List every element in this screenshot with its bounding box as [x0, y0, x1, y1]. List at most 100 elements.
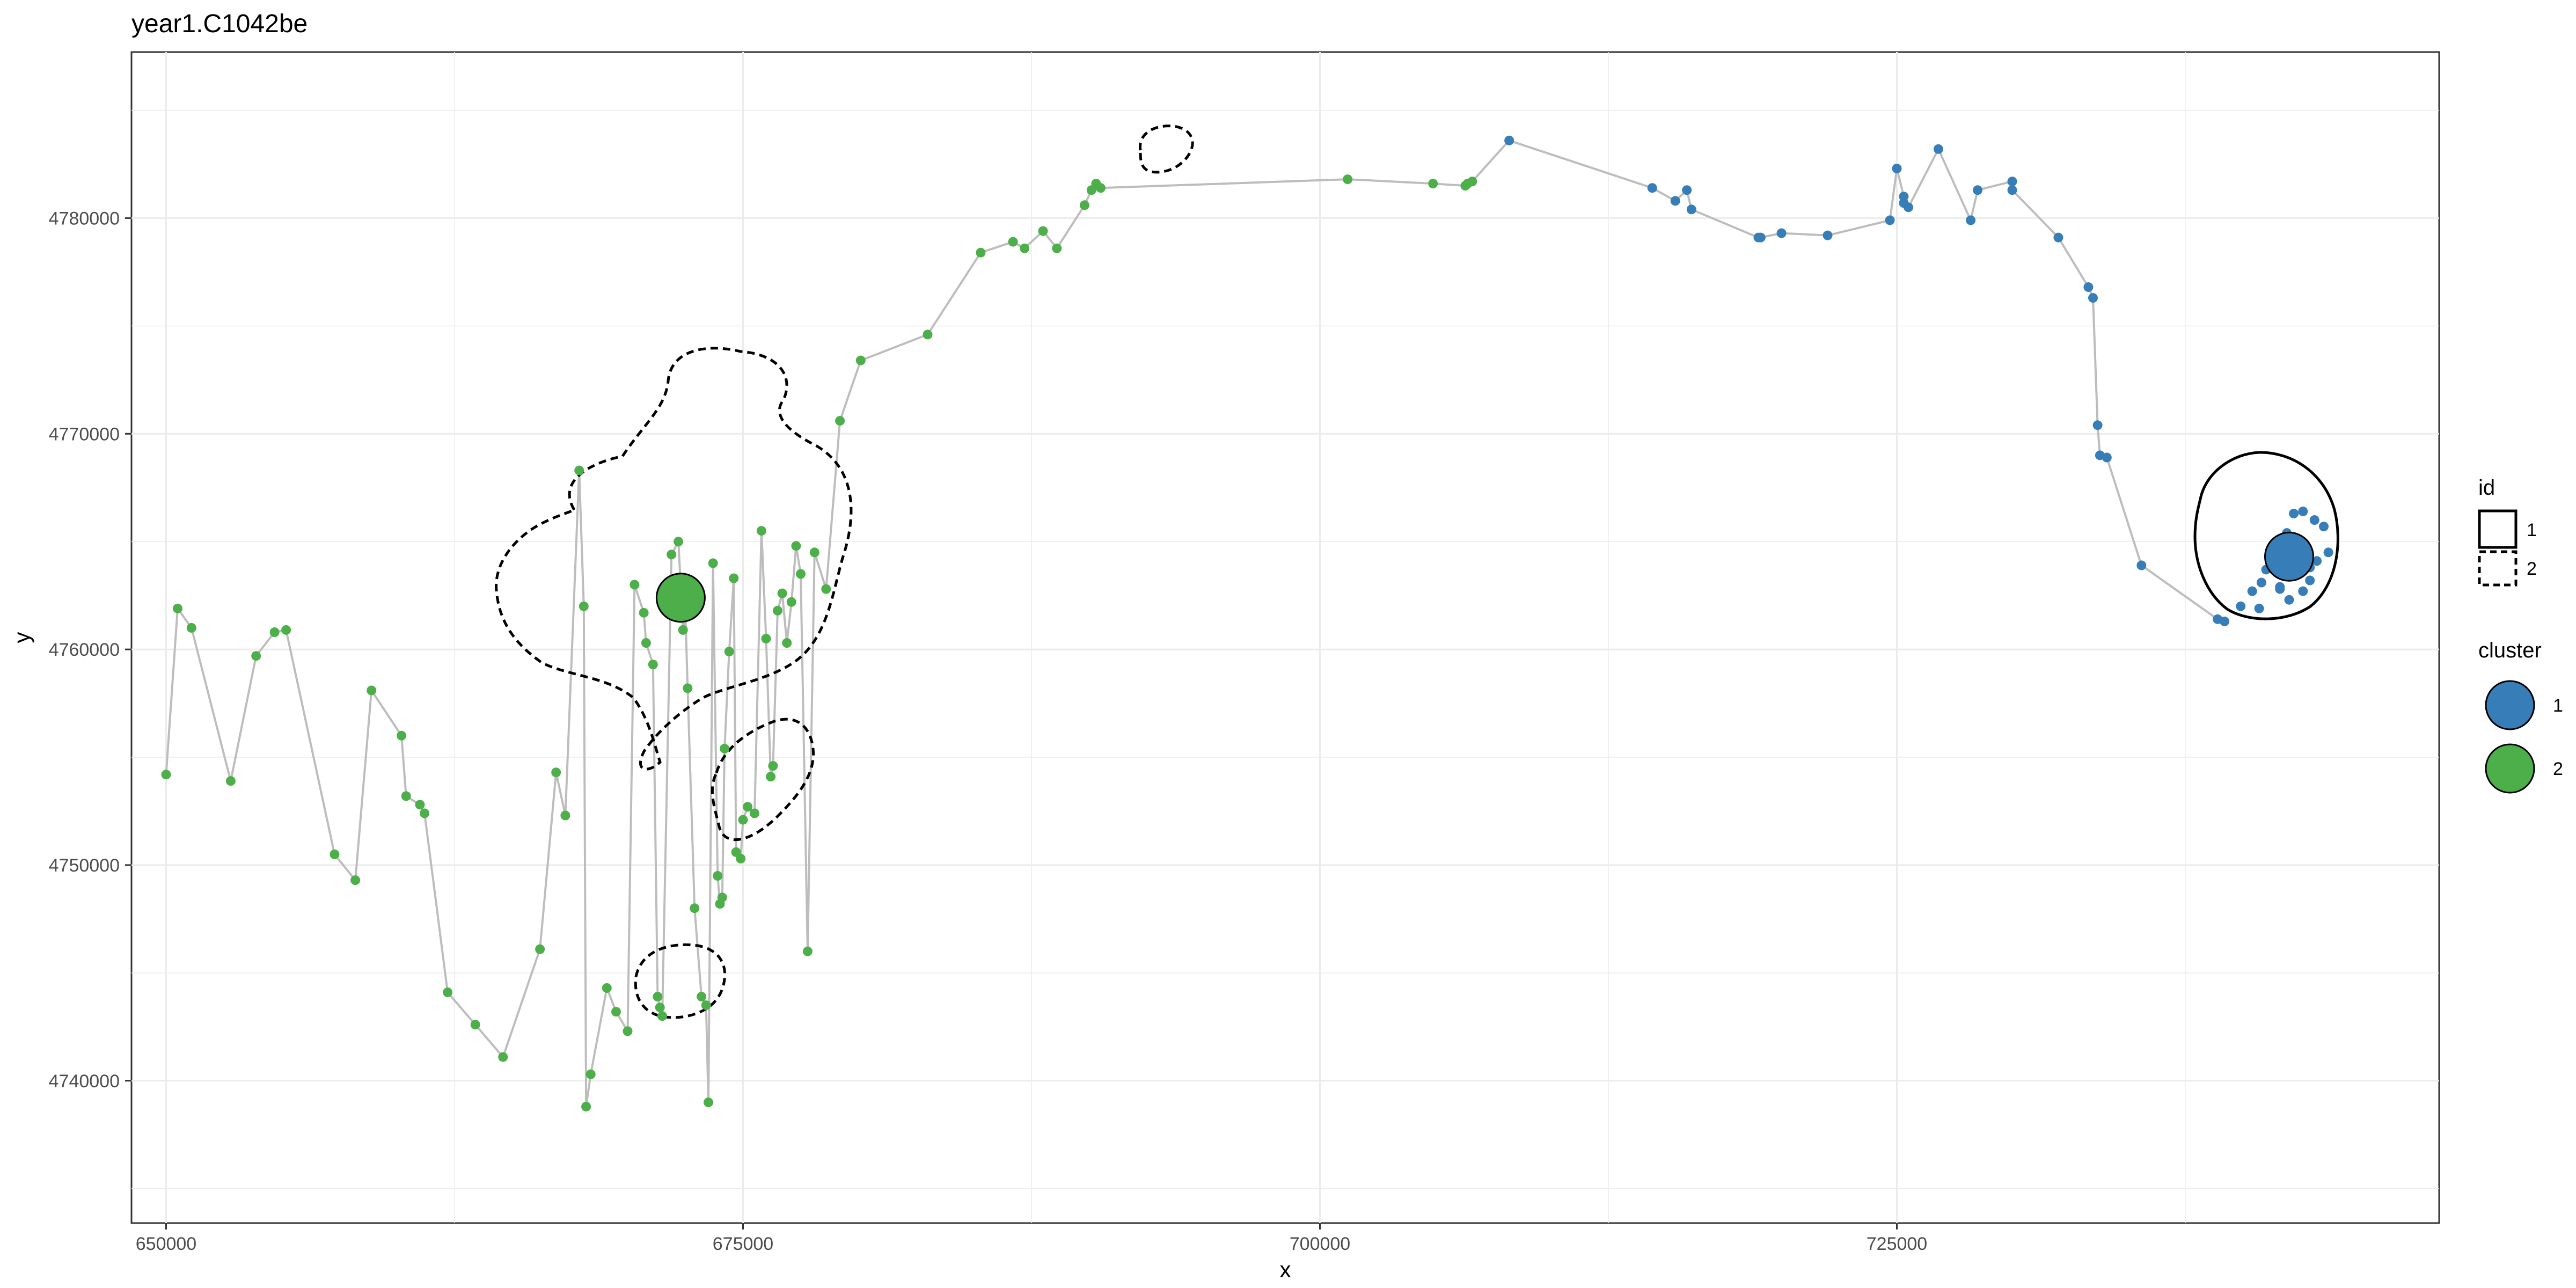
- data-point-cluster-2: [551, 767, 561, 778]
- data-point-cluster-2: [1038, 226, 1048, 236]
- data-point-cluster-2: [641, 638, 651, 648]
- y-tick-label: 4770000: [49, 424, 120, 444]
- data-point-cluster-1: [2247, 586, 2257, 596]
- data-point-cluster-2: [697, 992, 707, 1002]
- data-point-cluster-1: [1823, 230, 1833, 240]
- data-point-cluster-1: [1885, 215, 1895, 225]
- data-point-cluster-1: [2007, 177, 2017, 187]
- data-point-cluster-2: [639, 608, 649, 618]
- data-point-cluster-1: [1776, 228, 1787, 238]
- x-tick-label: 700000: [1290, 1234, 1350, 1254]
- data-point-cluster-2: [586, 1069, 596, 1079]
- data-point-cluster-2: [701, 1000, 711, 1011]
- grid-lines: [131, 52, 2439, 1223]
- y-tick-label: 4760000: [49, 640, 120, 660]
- data-point-cluster-2: [809, 547, 819, 558]
- data-point-cluster-2: [1096, 183, 1106, 193]
- contour-id2-lower: [634, 943, 727, 1019]
- data-point-cluster-2: [657, 1011, 667, 1021]
- data-point-cluster-2: [350, 875, 361, 885]
- y-tick-label: 4740000: [49, 1071, 120, 1092]
- data-point-cluster-2: [535, 944, 545, 954]
- x-axis-title: x: [1280, 1257, 1291, 1282]
- legend-key-cluster-1: [2485, 680, 2535, 730]
- data-point-cluster-2: [923, 330, 933, 340]
- data-point-cluster-2: [674, 537, 684, 547]
- data-point-cluster-2: [602, 983, 612, 993]
- legend-label-id-2: 2: [2527, 559, 2537, 579]
- data-point-cluster-2: [713, 871, 723, 881]
- data-point-cluster-2: [330, 849, 340, 859]
- data-point-cluster-1: [2284, 595, 2294, 605]
- data-point-cluster-2: [717, 892, 727, 903]
- data-point-cluster-1: [2309, 515, 2319, 525]
- data-point-cluster-1: [1755, 232, 1766, 243]
- data-point-cluster-1: [2007, 185, 2017, 195]
- data-point-cluster-2: [1467, 177, 1477, 187]
- data-point-cluster-2: [704, 1097, 713, 1107]
- data-point-cluster-2: [786, 597, 796, 607]
- data-point-cluster-2: [724, 647, 734, 657]
- y-tick-label: 4750000: [49, 855, 120, 876]
- data-point-cluster-2: [579, 601, 589, 611]
- data-point-cluster-1: [1966, 215, 1976, 225]
- data-point-cluster-2: [269, 627, 280, 637]
- data-point-cluster-2: [367, 685, 377, 696]
- data-point-cluster-2: [773, 605, 782, 616]
- data-point-cluster-2: [574, 465, 584, 475]
- data-point-cluster-2: [630, 580, 640, 590]
- legend-key-id-1: [2478, 509, 2518, 549]
- x-tick-label: 675000: [713, 1234, 773, 1254]
- data-point-cluster-2: [782, 638, 792, 648]
- data-point-cluster-1: [2289, 508, 2299, 518]
- data-point-cluster-2: [251, 651, 261, 661]
- data-point-cluster-2: [756, 526, 766, 536]
- plot-panel: [130, 51, 2440, 1224]
- data-point-cluster-2: [1428, 179, 1438, 189]
- data-point-cluster-2: [397, 730, 407, 741]
- data-point-cluster-2: [470, 1020, 480, 1030]
- centroid-cluster-2: [655, 573, 706, 623]
- legend-label-cluster-2: 2: [2553, 759, 2563, 779]
- data-point-cluster-2: [835, 416, 845, 426]
- data-point-cluster-2: [802, 946, 813, 956]
- data-point-cluster-2: [653, 992, 663, 1002]
- legend-key-id-2: [2478, 550, 2518, 587]
- data-point-cluster-1: [2088, 293, 2098, 303]
- y-axis-title: y: [9, 632, 34, 643]
- data-point-cluster-2: [1052, 243, 1062, 253]
- axes: 650000 675000 700000 725000 4740000 4750000 47…: [49, 208, 1928, 1254]
- data-point-cluster-1: [2220, 616, 2230, 626]
- kernel-contours: [495, 125, 2339, 1019]
- data-point-cluster-2: [1008, 237, 1018, 247]
- data-point-cluster-1: [2305, 575, 2315, 586]
- contour-id2-main: [495, 347, 853, 771]
- data-point-cluster-2: [736, 853, 746, 863]
- data-point-cluster-2: [161, 770, 171, 780]
- data-point-cluster-1: [1973, 185, 1982, 195]
- data-point-cluster-2: [401, 791, 411, 801]
- data-point-cluster-2: [750, 808, 759, 818]
- contour-id2-north: [1138, 125, 1194, 174]
- data-point-cluster-2: [420, 808, 430, 818]
- data-point-cluster-2: [415, 800, 425, 810]
- legend-title-id: id: [2478, 476, 2495, 500]
- data-point-cluster-2: [683, 683, 693, 693]
- data-points: [161, 135, 2333, 1111]
- data-point-cluster-1: [2053, 232, 2063, 243]
- data-point-cluster-1: [1686, 204, 1696, 215]
- data-point-cluster-1: [2083, 282, 2094, 292]
- data-point-cluster-2: [738, 815, 748, 825]
- data-point-cluster-2: [777, 588, 787, 598]
- chart-title: year1.C1042be: [131, 10, 308, 38]
- data-point-cluster-2: [623, 1026, 633, 1036]
- data-point-cluster-1: [1682, 185, 1692, 195]
- data-point-cluster-2: [1079, 200, 1089, 210]
- data-point-cluster-2: [611, 1007, 621, 1017]
- cluster-centroids: [655, 531, 2314, 623]
- legend-key-cluster-2: [2485, 743, 2535, 794]
- data-point-cluster-2: [498, 1052, 508, 1062]
- data-point-cluster-1: [1670, 196, 1680, 206]
- contour-id1: [2193, 451, 2339, 620]
